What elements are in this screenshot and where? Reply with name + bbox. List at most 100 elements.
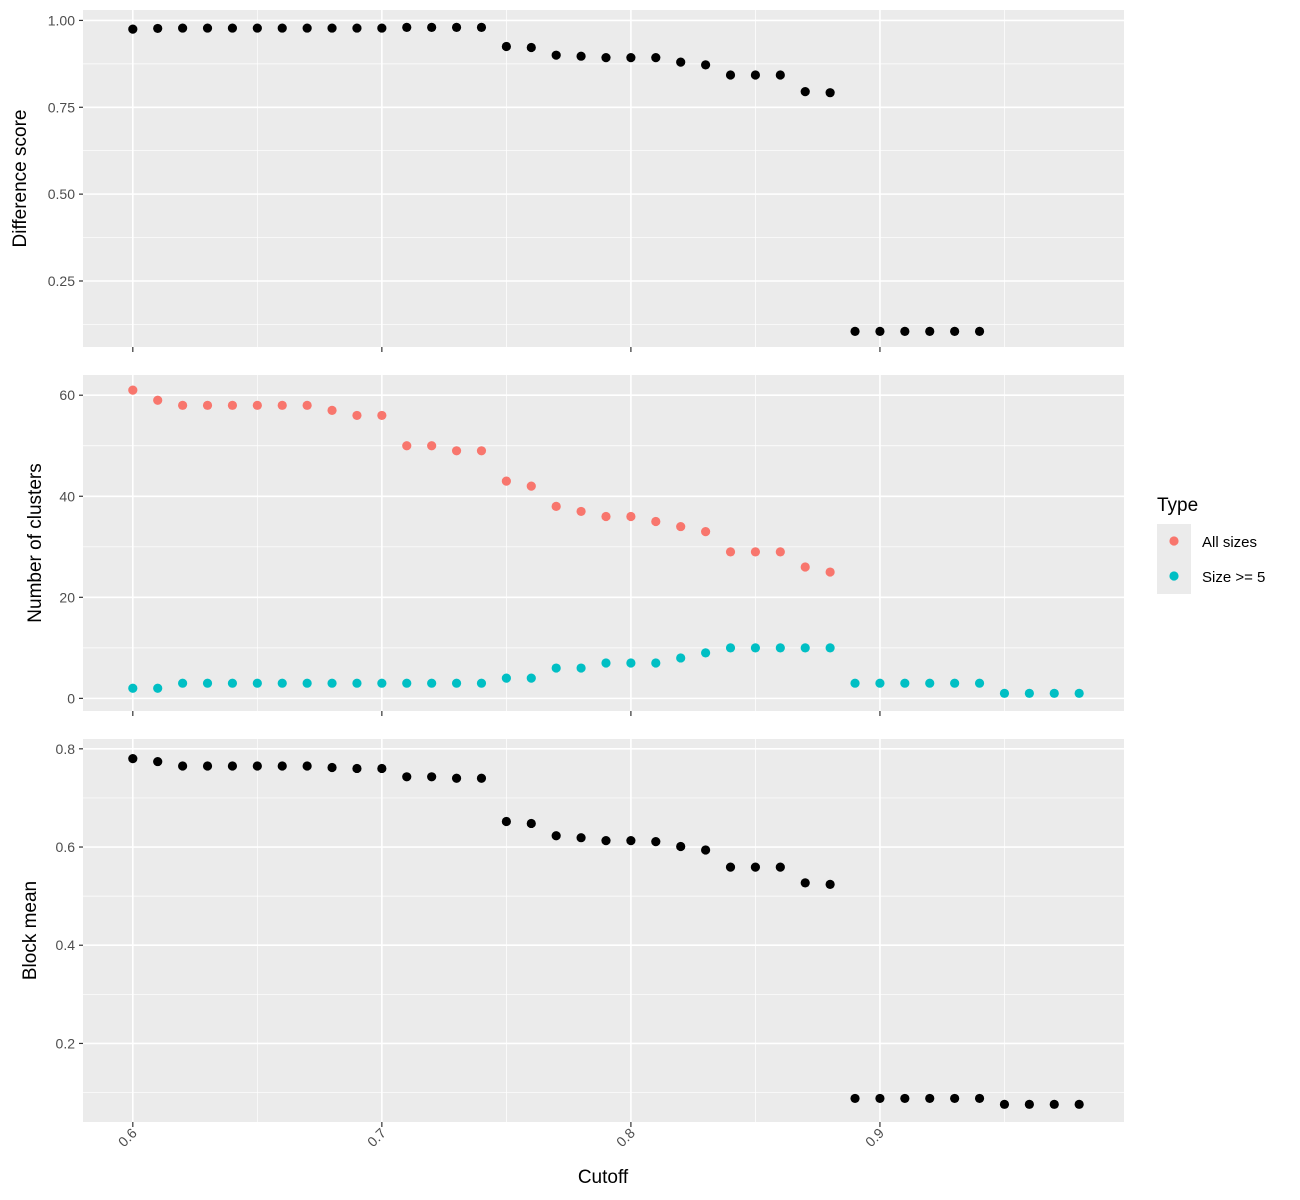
data-point [128,683,138,693]
series-points [128,754,1084,1109]
data-point [1074,688,1084,698]
data-point [377,763,387,774]
data-point [501,673,511,683]
data-point [277,23,287,33]
y-tick-label: 0.75 [48,99,75,115]
data-point [850,1093,860,1104]
legend-items: All sizes Size >= 5 [1169,534,1265,586]
data-point [676,57,686,67]
data-point [327,762,337,773]
data-point [202,23,213,33]
data-point [277,678,287,688]
data-point [402,772,412,782]
data-point [427,678,437,688]
data-point [252,678,262,688]
data-point [900,326,910,336]
data-point [875,678,885,688]
data-point [850,678,860,688]
data-point [750,862,761,872]
data-point [202,400,213,410]
data-point [950,1093,960,1104]
data-point [153,756,163,767]
y-tick-label: 20 [59,589,75,605]
data-point [402,678,412,688]
data-point [227,678,238,688]
data-point [651,658,661,668]
data-point [800,87,810,97]
data-point [427,772,437,782]
y-tick-label: 0.8 [56,741,76,757]
panel-3: 0.2 0.4 0.6 0.8 Block mean [20,739,1124,1127]
data-point [451,446,462,456]
panel-background [83,375,1124,711]
y-axis-title: Difference score [10,110,31,248]
data-point [227,23,238,33]
data-point [701,60,711,70]
data-point [701,845,711,855]
y-tick-label: 0.50 [48,186,75,202]
data-point [1024,1099,1034,1109]
x-axis: 0.6 0.7 0.8 0.9 [115,1125,887,1150]
data-point [302,761,312,771]
data-point [1024,688,1034,698]
data-point [576,506,586,517]
data-point [1049,688,1059,698]
data-point [725,643,736,653]
data-point [875,1093,885,1104]
data-point [402,441,412,451]
data-point [825,88,835,98]
legend-key [1169,536,1179,546]
data-point [476,446,487,456]
data-point [950,678,960,688]
data-point [651,52,661,63]
data-point [327,678,337,688]
data-point [825,879,835,889]
data-point [800,878,810,888]
data-point [526,818,536,829]
data-point [377,678,387,688]
data-point [551,831,561,841]
data-point [128,24,138,34]
data-point [825,567,835,577]
data-point [999,1099,1010,1109]
data-point [775,547,785,557]
panel-1: 0.25 0.50 0.75 1.00 Difference score [10,10,1124,352]
data-point [352,763,362,774]
data-point [178,23,188,33]
panel-background [83,10,1124,347]
data-point [576,51,586,61]
y-tick-label: 60 [59,387,75,403]
data-point [178,678,188,688]
data-point [800,562,810,572]
data-point [626,52,636,63]
data-point [277,761,287,771]
y-tick-label: 0.4 [56,937,76,953]
data-point [676,521,686,532]
x-tick-label: 0.7 [364,1125,389,1150]
data-point [277,400,287,410]
data-point [750,643,761,653]
data-point [725,70,736,80]
data-point [451,678,462,688]
data-point [501,41,511,52]
chart-panels: 0.25 0.50 0.75 1.00 Difference score 0 20 40 60 N… [10,10,1124,1127]
data-point [601,658,611,668]
data-point [153,395,163,405]
data-point [302,678,312,688]
x-tick-label: 0.8 [613,1125,638,1150]
data-point [701,527,711,537]
data-point [451,773,462,783]
data-point [626,658,636,668]
data-point [451,22,462,32]
data-point [974,678,985,688]
data-point [850,326,860,336]
data-point [501,476,511,486]
y-axis-title: Number of clusters [25,463,46,622]
data-point [302,23,312,33]
legend: Type All sizes Size >= 5 [1157,495,1265,594]
y-axis-title: Block mean [20,881,41,980]
data-point [974,1093,985,1104]
data-point [178,761,188,771]
data-point [950,326,960,336]
